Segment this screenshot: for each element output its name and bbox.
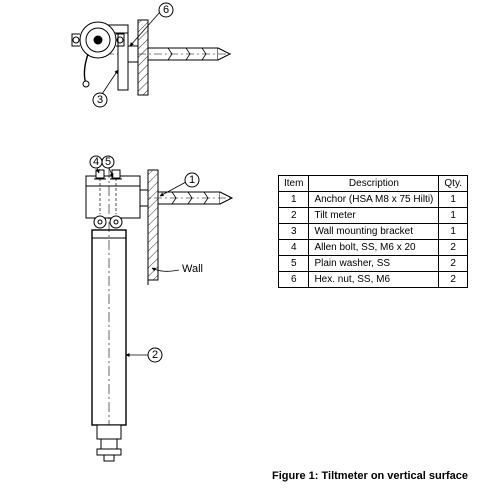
table-row: 1Anchor (HSA M8 x 75 Hilti)1 bbox=[279, 192, 468, 208]
svg-text:3: 3 bbox=[97, 94, 103, 106]
bom-h-desc: Description bbox=[309, 176, 439, 192]
svg-text:1: 1 bbox=[189, 174, 195, 186]
bom-h-qty: Qty. bbox=[439, 176, 468, 192]
wall-label: Wall bbox=[182, 263, 203, 275]
table-row: 5Plain washer, SS2 bbox=[279, 256, 468, 272]
callout-4: 4 bbox=[90, 156, 102, 168]
table-row: 3Wall mounting bracket1 bbox=[279, 224, 468, 240]
callout-2: 2 bbox=[148, 348, 162, 362]
svg-text:6: 6 bbox=[163, 4, 169, 16]
main-elevation bbox=[86, 168, 234, 461]
svg-text:5: 5 bbox=[105, 156, 111, 168]
bom-h-item: Item bbox=[279, 176, 309, 192]
figure-caption: Figure 1: Tiltmeter on vertical surface bbox=[272, 470, 468, 482]
top-detail bbox=[72, 12, 232, 95]
callout-5: 5 bbox=[102, 156, 114, 168]
table-row: 6Hex. nut, SS, M62 bbox=[279, 272, 468, 288]
table-row: 4Allen bolt, SS, M6 x 202 bbox=[279, 240, 468, 256]
callout-1: 1 bbox=[185, 173, 199, 187]
callout-6: 6 bbox=[159, 3, 173, 17]
table-row: 2Tilt meter1 bbox=[279, 208, 468, 224]
svg-text:2: 2 bbox=[152, 349, 158, 361]
bom-table: Item Description Qty. 1Anchor (HSA M8 x … bbox=[278, 175, 468, 288]
callout-3: 3 bbox=[93, 93, 107, 107]
svg-text:4: 4 bbox=[93, 156, 99, 168]
